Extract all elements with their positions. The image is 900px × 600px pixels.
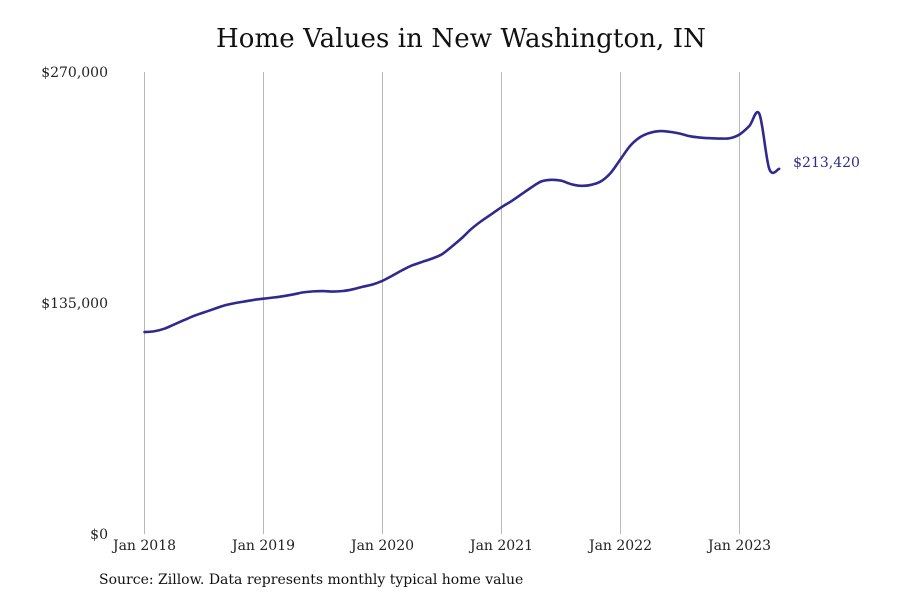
x-tick-label: Jan 2023 — [706, 538, 771, 554]
y-tick-label: $0 — [90, 527, 108, 543]
x-tick-label: Jan 2019 — [230, 538, 295, 554]
x-tick-label: Jan 2018 — [111, 538, 176, 554]
series-line-0 — [143, 110, 781, 334]
x-axis-ticks: Jan 2018 Jan 2019 Jan 2020 Jan 2021 Jan 2022… — [111, 538, 771, 554]
x-tick-label: Jan 2021 — [468, 538, 533, 554]
series-layer: $213,420 — [143, 110, 860, 334]
end-value-label: $213,420 — [793, 155, 860, 171]
x-tick-label: Jan 2020 — [349, 538, 414, 554]
x-tick-label: Jan 2022 — [587, 538, 652, 554]
y-tick-label: $135,000 — [41, 296, 108, 312]
source-note: Source: Zillow. Data represents monthly … — [99, 572, 524, 588]
y-axis-ticks: $0 $135,000 $270,000 — [41, 65, 108, 543]
chart-title: Home Values in New Washington, IN — [215, 24, 706, 54]
gridlines — [144, 72, 740, 534]
y-tick-label: $270,000 — [41, 65, 108, 81]
